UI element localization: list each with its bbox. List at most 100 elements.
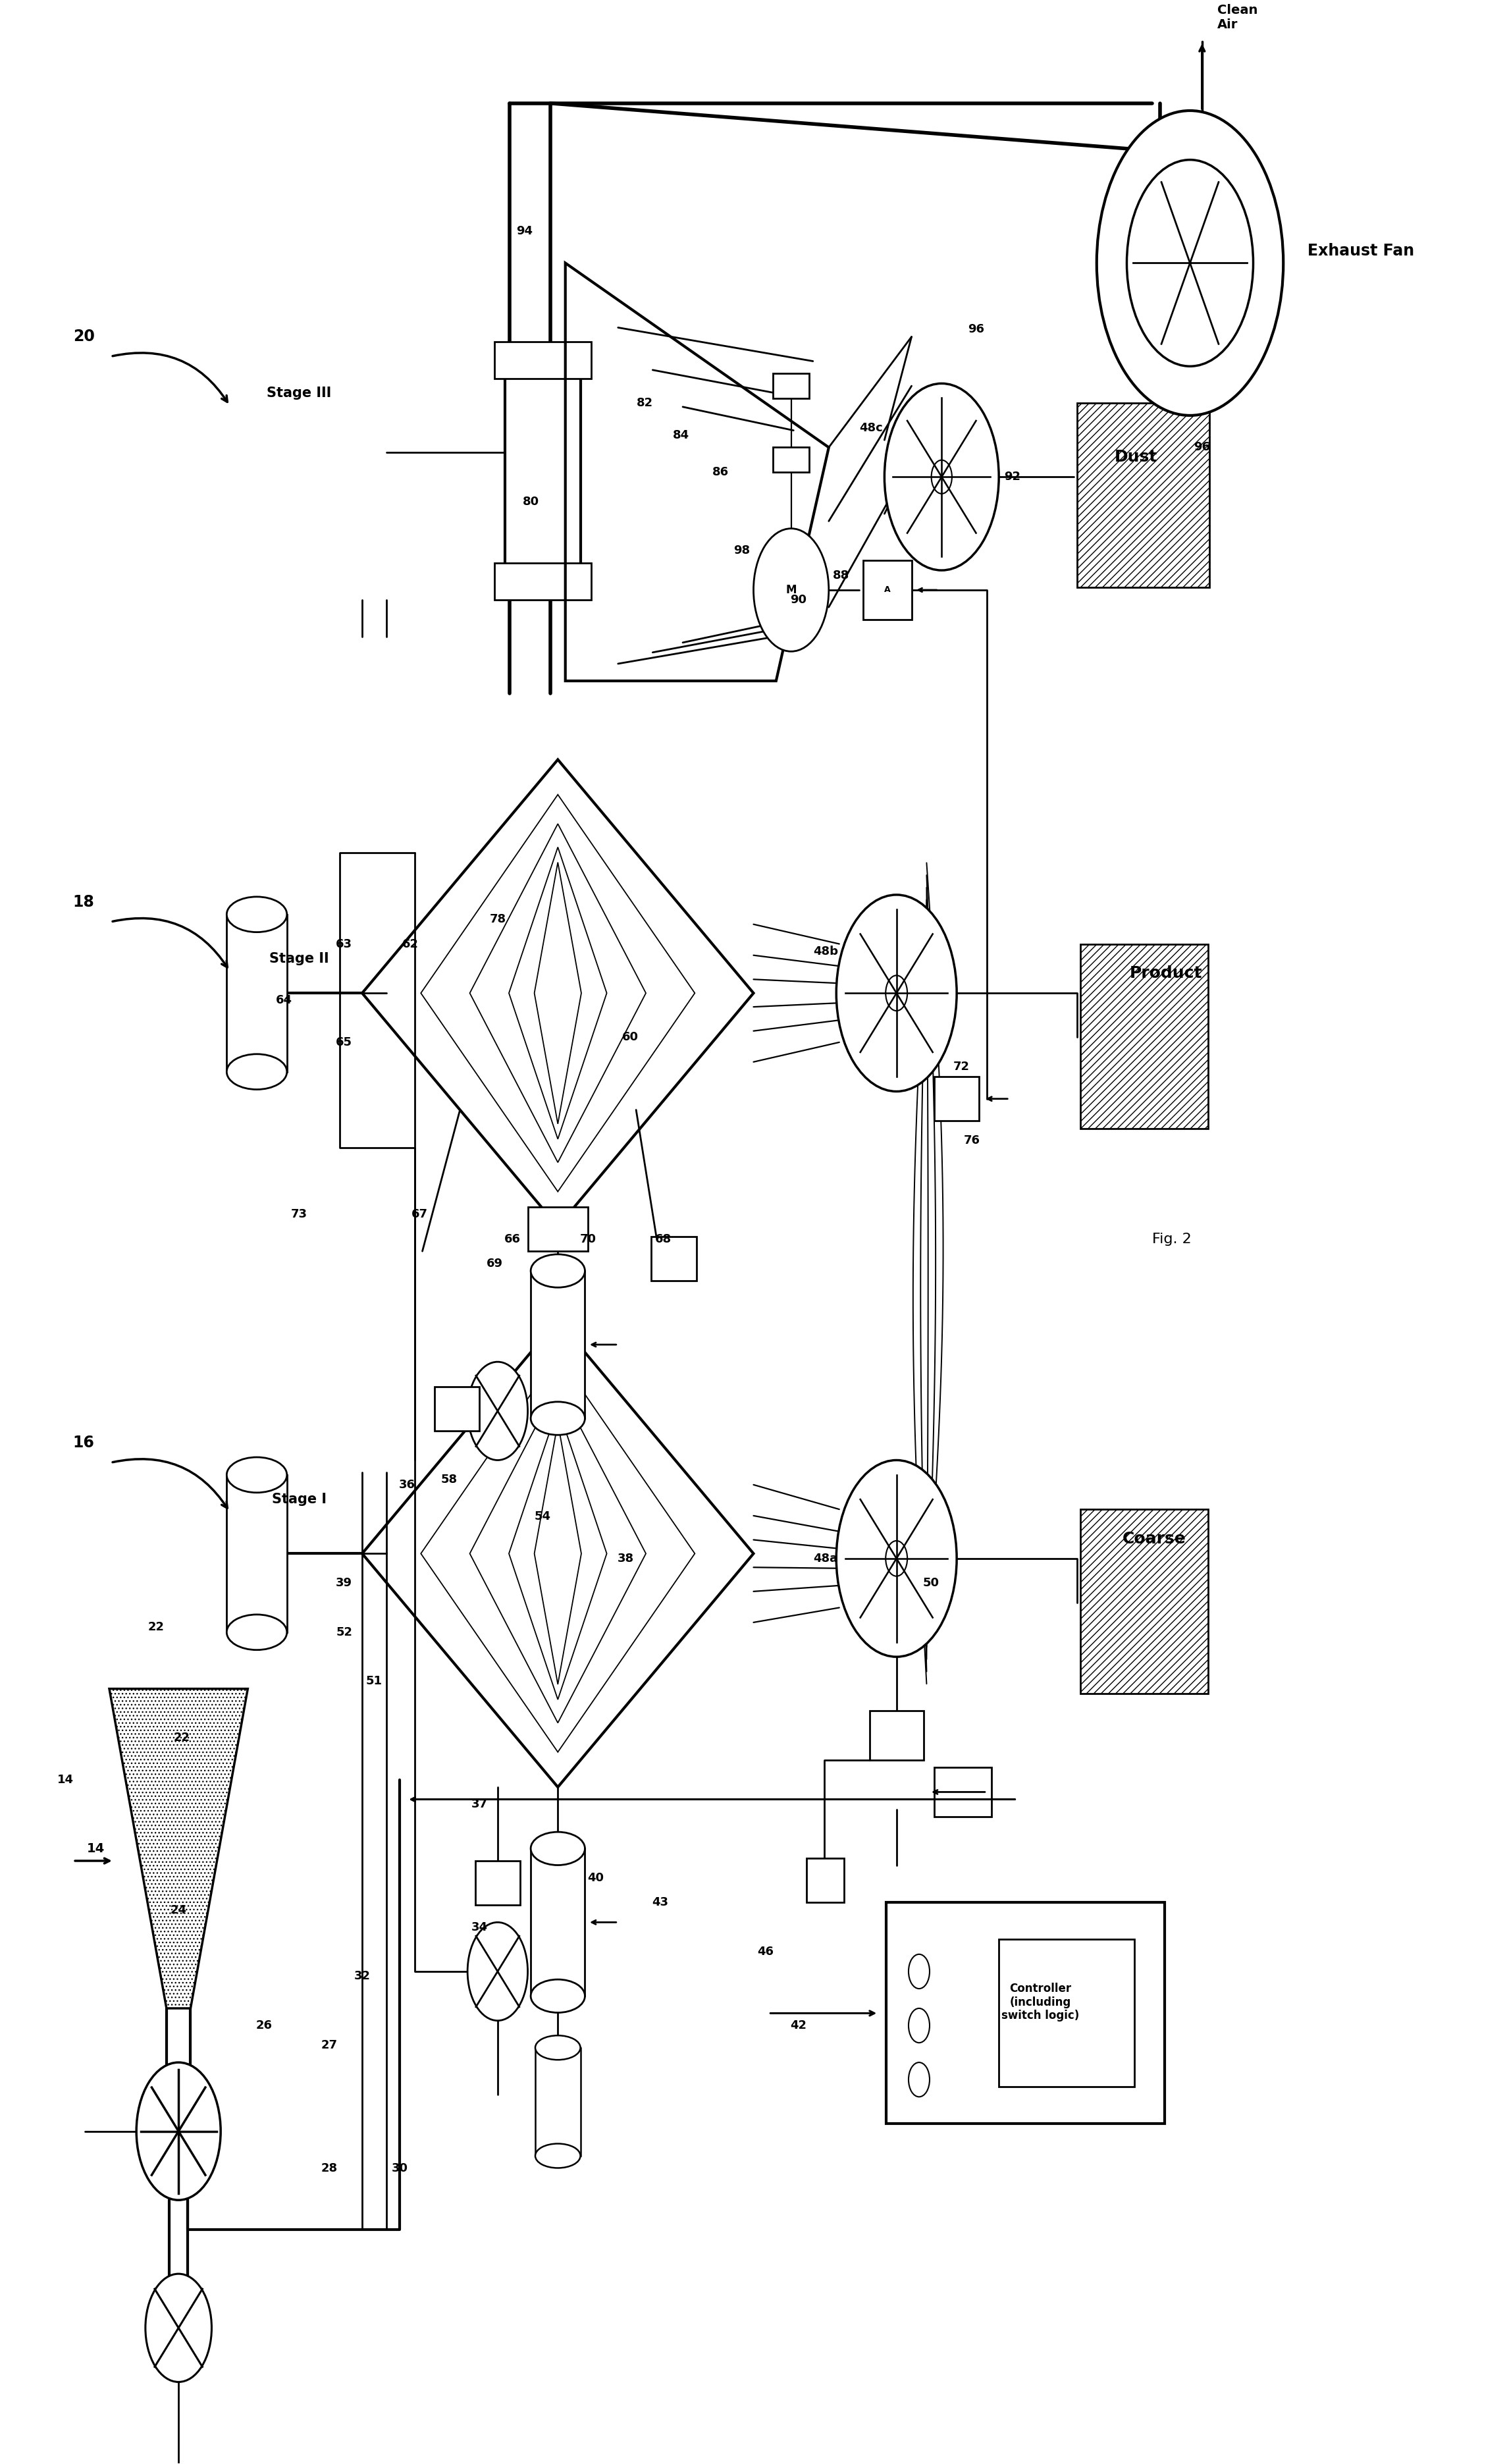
Text: 20: 20 [72, 328, 95, 345]
Ellipse shape [226, 897, 286, 931]
Text: 48c: 48c [859, 421, 883, 434]
Text: 72: 72 [952, 1062, 969, 1072]
Text: Exhaust Fan: Exhaust Fan [1308, 244, 1414, 259]
Circle shape [885, 384, 999, 569]
Bar [1078, 404, 1210, 586]
Bar [226, 914, 286, 1072]
Text: 96: 96 [967, 323, 984, 335]
Ellipse shape [226, 1055, 286, 1089]
Bar [999, 1939, 1135, 2087]
Text: 48b: 48b [814, 946, 838, 956]
Text: 37: 37 [472, 1799, 488, 1811]
Text: 48a: 48a [814, 1552, 838, 1565]
Text: 58: 58 [442, 1473, 458, 1486]
Bar [773, 448, 809, 473]
Bar [494, 342, 591, 379]
Bar [870, 1710, 924, 1759]
Text: 51: 51 [366, 1676, 383, 1688]
Circle shape [467, 1922, 527, 2020]
Text: Stage I: Stage I [271, 1493, 326, 1506]
Circle shape [1127, 160, 1254, 367]
Text: 46: 46 [758, 1947, 773, 1959]
Text: 64: 64 [276, 995, 292, 1005]
Circle shape [467, 1363, 527, 1461]
Text: 43: 43 [653, 1897, 669, 1910]
Text: 22: 22 [148, 1621, 164, 1634]
Text: 18: 18 [72, 894, 95, 909]
Polygon shape [110, 1688, 247, 2008]
Ellipse shape [226, 1456, 286, 1493]
Bar [864, 559, 912, 618]
Bar [527, 1207, 588, 1252]
Text: 90: 90 [791, 594, 806, 606]
Text: Dust: Dust [1115, 448, 1157, 466]
Text: 66: 66 [505, 1232, 521, 1244]
Ellipse shape [530, 1831, 585, 1865]
Circle shape [754, 527, 829, 650]
Text: 80: 80 [523, 495, 540, 508]
Text: 76: 76 [963, 1133, 980, 1146]
Text: 24: 24 [170, 1905, 187, 1917]
Ellipse shape [530, 1979, 585, 2013]
Text: Product: Product [1130, 966, 1203, 981]
Text: 27: 27 [321, 2040, 338, 2050]
Text: A: A [885, 586, 891, 594]
Text: 60: 60 [622, 1032, 639, 1042]
Bar [806, 1858, 844, 1902]
Bar [505, 367, 580, 586]
Ellipse shape [535, 2035, 580, 2060]
Bar [651, 1237, 696, 1281]
Circle shape [909, 2062, 930, 2097]
Text: 70: 70 [580, 1232, 597, 1244]
Bar [530, 1271, 585, 1419]
Text: 88: 88 [832, 569, 848, 582]
Circle shape [931, 461, 952, 493]
Text: 52: 52 [336, 1626, 353, 1639]
Text: 92: 92 [1004, 471, 1020, 483]
Bar [530, 1848, 585, 1996]
Circle shape [136, 2062, 220, 2200]
Text: 30: 30 [392, 2163, 408, 2173]
Text: 40: 40 [588, 1873, 604, 1885]
Text: 62: 62 [402, 939, 419, 949]
Bar [1081, 944, 1209, 1129]
Text: 82: 82 [637, 397, 654, 409]
Circle shape [886, 1540, 907, 1577]
Text: 14: 14 [57, 1774, 74, 1786]
Text: Stage II: Stage II [270, 951, 329, 966]
Text: 34: 34 [472, 1922, 488, 1934]
Circle shape [909, 1954, 930, 1988]
Bar [1081, 1510, 1209, 1693]
Circle shape [836, 894, 957, 1092]
Circle shape [836, 1461, 957, 1656]
Text: 73: 73 [291, 1207, 307, 1220]
Text: Stage III: Stage III [267, 387, 332, 399]
Circle shape [1097, 111, 1284, 416]
Text: 14: 14 [87, 1843, 104, 1855]
Text: 36: 36 [399, 1478, 416, 1491]
Circle shape [145, 2274, 211, 2383]
Text: 94: 94 [517, 224, 533, 237]
Text: Fig. 2: Fig. 2 [1153, 1232, 1192, 1244]
Ellipse shape [226, 1614, 286, 1651]
Text: 84: 84 [674, 429, 690, 441]
Bar [773, 375, 809, 399]
Bar [226, 1476, 286, 1631]
Text: 32: 32 [354, 1971, 371, 1984]
Text: 38: 38 [618, 1552, 634, 1565]
Bar [886, 1902, 1165, 2124]
Text: Clean
Air: Clean Air [1218, 5, 1257, 30]
Text: 54: 54 [535, 1510, 552, 1523]
Bar [934, 1077, 980, 1121]
Text: Coarse: Coarse [1123, 1530, 1186, 1547]
Bar [434, 1387, 479, 1432]
Bar [494, 562, 591, 599]
Text: 98: 98 [734, 545, 749, 557]
Circle shape [886, 976, 907, 1010]
Text: 68: 68 [656, 1232, 672, 1244]
Text: 22: 22 [173, 1732, 190, 1745]
Text: 42: 42 [791, 2020, 806, 2030]
Text: 78: 78 [490, 914, 506, 926]
Text: 96: 96 [1194, 441, 1210, 453]
Text: 39: 39 [336, 1577, 353, 1589]
